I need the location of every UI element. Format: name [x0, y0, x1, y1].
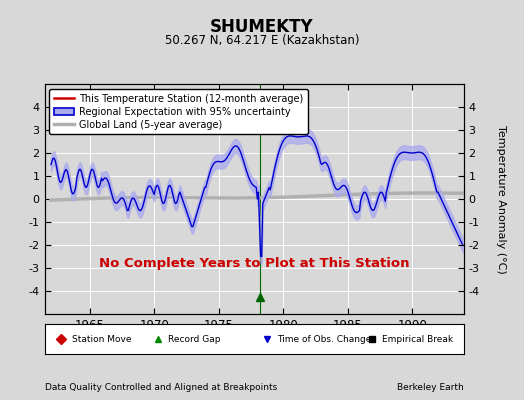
Text: SHUMEKTY: SHUMEKTY [210, 18, 314, 36]
Text: 50.267 N, 64.217 E (Kazakhstan): 50.267 N, 64.217 E (Kazakhstan) [165, 34, 359, 47]
Legend: This Temperature Station (12-month average), Regional Expectation with 95% uncer: This Temperature Station (12-month avera… [49, 89, 308, 134]
Text: Time of Obs. Change: Time of Obs. Change [277, 334, 372, 344]
Text: Berkeley Earth: Berkeley Earth [397, 383, 464, 392]
Text: Record Gap: Record Gap [168, 334, 221, 344]
Y-axis label: Temperature Anomaly (°C): Temperature Anomaly (°C) [496, 125, 506, 273]
Text: Station Move: Station Move [72, 334, 132, 344]
Text: Data Quality Controlled and Aligned at Breakpoints: Data Quality Controlled and Aligned at B… [45, 383, 277, 392]
Text: Empirical Break: Empirical Break [382, 334, 453, 344]
Text: No Complete Years to Plot at This Station: No Complete Years to Plot at This Statio… [99, 257, 409, 270]
